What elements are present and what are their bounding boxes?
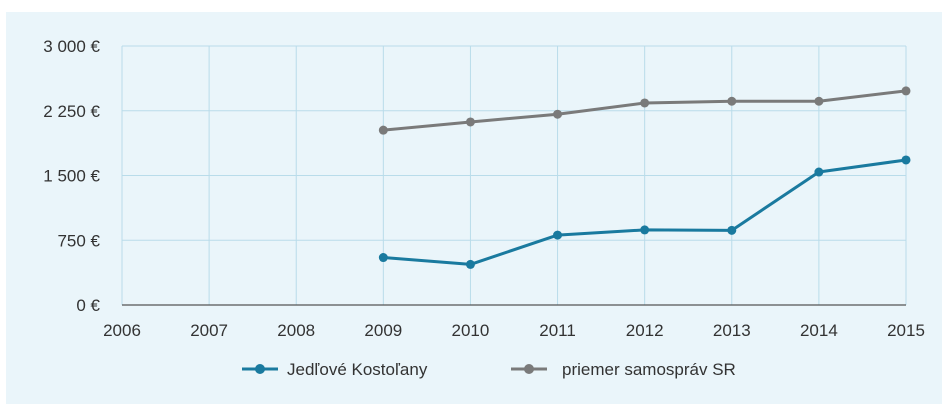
x-tick-label: 2010 xyxy=(452,321,490,340)
x-tick-label: 2007 xyxy=(190,321,228,340)
data-point xyxy=(727,96,737,106)
data-point xyxy=(901,155,911,165)
data-point xyxy=(727,225,737,235)
x-axis-ticks: 2006 2007 2008 2009 2010 2011 2012 2013 2014 2015 xyxy=(103,321,925,340)
legend-label-0: Jedľové Kostoľany xyxy=(287,360,428,379)
x-tick-label: 2009 xyxy=(364,321,402,340)
chart-panel xyxy=(6,12,942,404)
data-point xyxy=(465,259,475,269)
legend-label-1: priemer samospráv SR xyxy=(562,360,736,379)
data-point xyxy=(901,86,911,96)
legend-marker-0 xyxy=(255,364,265,374)
data-point xyxy=(378,125,388,135)
data-point xyxy=(553,109,563,119)
data-point xyxy=(640,225,650,235)
data-point xyxy=(814,167,824,177)
y-axis-ticks: 0 € 750 € 1 500 € 2 250 € 3 000 € xyxy=(43,37,100,315)
x-tick-label: 2013 xyxy=(713,321,751,340)
y-tick-label: 1 500 € xyxy=(43,167,100,186)
legend-marker-1 xyxy=(524,364,534,374)
x-tick-label: 2014 xyxy=(800,321,838,340)
x-tick-label: 2008 xyxy=(277,321,315,340)
data-point xyxy=(553,230,563,240)
data-point xyxy=(465,117,475,127)
y-tick-label: 3 000 € xyxy=(43,37,100,56)
legend: Jedľové Kostoľany priemer samospráv SR xyxy=(242,360,736,379)
x-tick-label: 2006 xyxy=(103,321,141,340)
y-tick-label: 2 250 € xyxy=(43,102,100,121)
y-tick-label: 0 € xyxy=(76,296,100,315)
data-point xyxy=(814,96,824,106)
x-tick-label: 2015 xyxy=(887,321,925,340)
data-point xyxy=(378,253,388,263)
grid-lines xyxy=(121,45,907,306)
x-tick-label: 2012 xyxy=(626,321,664,340)
series-group xyxy=(378,86,911,269)
y-tick-label: 750 € xyxy=(57,231,100,250)
data-point xyxy=(640,98,650,108)
x-tick-label: 2011 xyxy=(539,321,576,340)
